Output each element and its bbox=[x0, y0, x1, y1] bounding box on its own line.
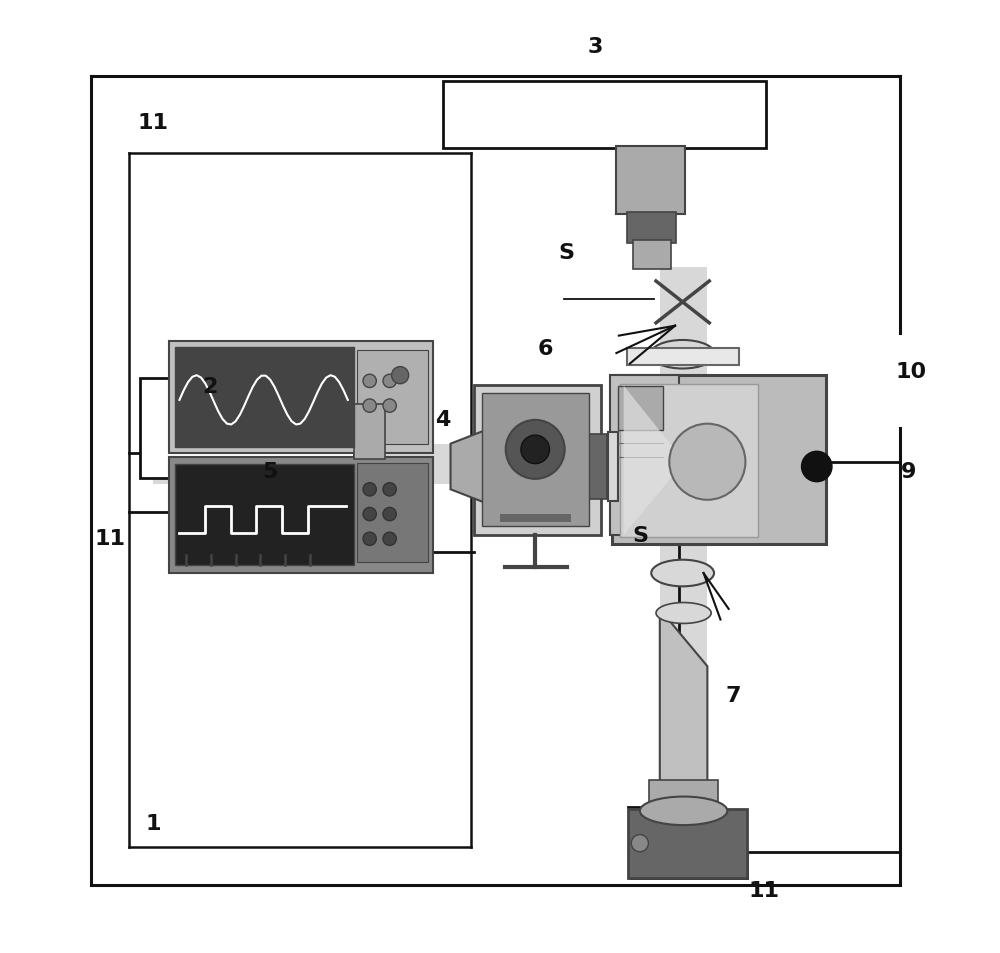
Bar bbox=[582, 435, 607, 499]
Text: 11: 11 bbox=[749, 880, 780, 900]
Bar bbox=[660, 268, 707, 695]
Circle shape bbox=[506, 420, 565, 479]
Text: 4: 4 bbox=[435, 410, 451, 430]
Polygon shape bbox=[624, 386, 685, 536]
Bar bbox=[542, 433, 549, 501]
Circle shape bbox=[631, 835, 648, 852]
Circle shape bbox=[383, 399, 396, 413]
Bar bbox=[443, 82, 766, 149]
Text: 1: 1 bbox=[145, 813, 161, 833]
Bar bbox=[169, 457, 433, 574]
Bar bbox=[354, 404, 385, 459]
Bar bbox=[482, 394, 589, 527]
Bar bbox=[649, 781, 718, 803]
Bar bbox=[628, 809, 747, 879]
Circle shape bbox=[669, 424, 745, 500]
Bar bbox=[627, 213, 676, 244]
Bar bbox=[527, 433, 533, 501]
Text: 10: 10 bbox=[895, 362, 926, 382]
Text: 11: 11 bbox=[94, 528, 125, 548]
Bar bbox=[618, 386, 663, 431]
Text: 11: 11 bbox=[137, 113, 168, 133]
Bar bbox=[500, 515, 571, 522]
Circle shape bbox=[383, 533, 396, 546]
Bar bbox=[565, 433, 571, 501]
Bar bbox=[557, 433, 564, 501]
Circle shape bbox=[363, 533, 376, 546]
Bar bbox=[534, 433, 541, 501]
Bar bbox=[549, 433, 556, 501]
Polygon shape bbox=[660, 610, 707, 782]
Circle shape bbox=[363, 399, 376, 413]
Circle shape bbox=[363, 375, 376, 388]
Text: 2: 2 bbox=[202, 376, 218, 396]
Bar bbox=[627, 348, 739, 365]
Bar bbox=[616, 147, 685, 215]
Circle shape bbox=[521, 436, 549, 464]
Circle shape bbox=[363, 483, 376, 497]
Ellipse shape bbox=[651, 560, 714, 587]
Polygon shape bbox=[451, 421, 510, 513]
Bar bbox=[620, 384, 758, 537]
Bar bbox=[608, 433, 618, 501]
Text: 9: 9 bbox=[901, 462, 917, 481]
Bar bbox=[357, 351, 428, 444]
Circle shape bbox=[383, 483, 396, 497]
Circle shape bbox=[392, 367, 409, 384]
Bar bbox=[169, 341, 433, 454]
Bar bbox=[633, 241, 671, 270]
Bar bbox=[610, 375, 679, 536]
Text: 6: 6 bbox=[538, 338, 553, 358]
Bar bbox=[140, 378, 354, 478]
Ellipse shape bbox=[656, 603, 711, 624]
Ellipse shape bbox=[640, 797, 727, 825]
Bar bbox=[153, 444, 614, 484]
Bar bbox=[474, 385, 601, 536]
Text: 5: 5 bbox=[262, 462, 277, 481]
Bar bbox=[572, 433, 579, 501]
Text: S: S bbox=[559, 243, 575, 263]
Ellipse shape bbox=[650, 340, 715, 369]
Text: S: S bbox=[633, 525, 649, 545]
Circle shape bbox=[363, 508, 376, 521]
Circle shape bbox=[802, 452, 832, 482]
Bar bbox=[612, 375, 826, 545]
Bar bbox=[357, 463, 428, 562]
Circle shape bbox=[383, 375, 396, 388]
Bar bbox=[511, 433, 518, 501]
Text: 7: 7 bbox=[725, 685, 741, 705]
Bar bbox=[175, 464, 354, 566]
Bar bbox=[519, 433, 526, 501]
Text: 3: 3 bbox=[587, 37, 603, 57]
Bar bbox=[175, 347, 354, 448]
Circle shape bbox=[383, 508, 396, 521]
